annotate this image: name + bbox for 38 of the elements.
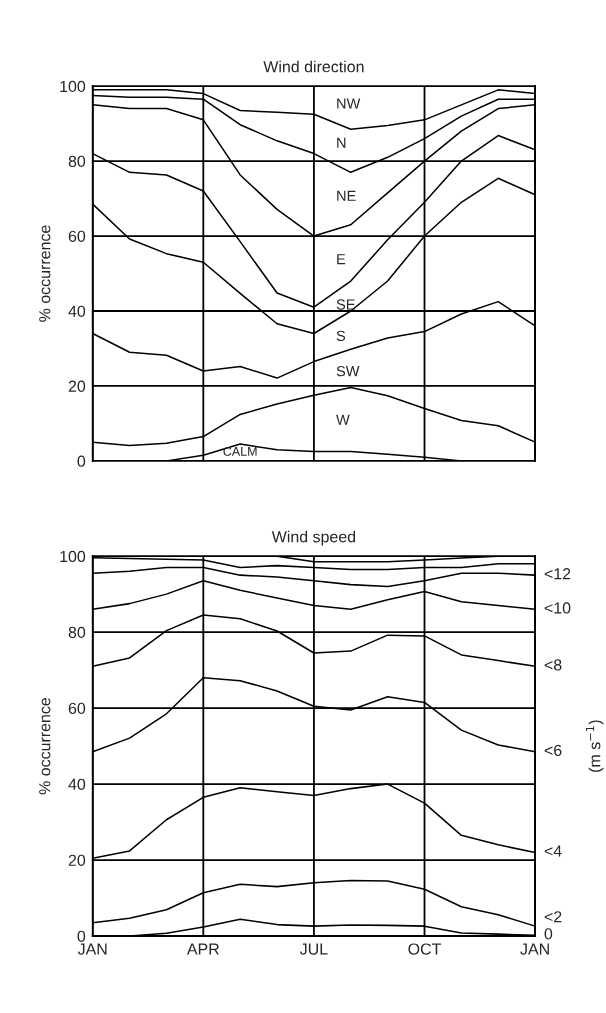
annotation: NW — [337, 98, 361, 109]
annotation: E — [337, 254, 346, 265]
series-label: <6 — [544, 744, 562, 757]
series-label: <4 — [544, 845, 562, 857]
y-tick-label: 60 — [68, 230, 86, 242]
y-tick-label: 80 — [68, 626, 86, 639]
x-tick-label: JAN — [520, 943, 549, 955]
y-tick-label: 20 — [68, 854, 86, 866]
y-axis-title: % occurrence — [39, 697, 51, 795]
x-tick-label: APR — [186, 943, 219, 955]
series-label: 0 — [544, 928, 553, 940]
series-label: <12 — [544, 568, 571, 580]
x-tick-label: JUL — [299, 943, 328, 955]
y-tick-label: 80 — [68, 155, 86, 168]
y-tick-label: 40 — [68, 778, 86, 791]
annotation: N — [337, 137, 346, 148]
y-tick-label: 100 — [60, 80, 86, 93]
chart-title: Wind direction — [263, 60, 364, 73]
chart-title: Wind speed — [271, 530, 356, 546]
y-tick-label: 100 — [60, 550, 86, 563]
x-tick-label: JAN — [77, 943, 107, 955]
text: (m s$^{−1}$) — [585, 720, 604, 772]
y-tick-label: 0 — [77, 930, 86, 942]
y-tick-label: 40 — [68, 305, 86, 317]
annotation: CALM — [223, 446, 257, 456]
y-tick-label: 60 — [68, 702, 86, 715]
y-tick-label: 0 — [77, 455, 86, 467]
y-axis-title: % occurrence — [39, 225, 51, 322]
series-label: <10 — [544, 602, 571, 614]
x-tick-label: OCT — [408, 943, 441, 955]
series-label: <2 — [544, 911, 562, 923]
annotation: SE — [336, 299, 355, 310]
annotation: W — [336, 414, 350, 425]
annotation: SW — [336, 365, 360, 377]
y-tick-label: 20 — [68, 380, 86, 392]
annotation: NE — [337, 190, 356, 201]
series-label: <8 — [544, 659, 562, 671]
annotation: S — [336, 330, 346, 341]
